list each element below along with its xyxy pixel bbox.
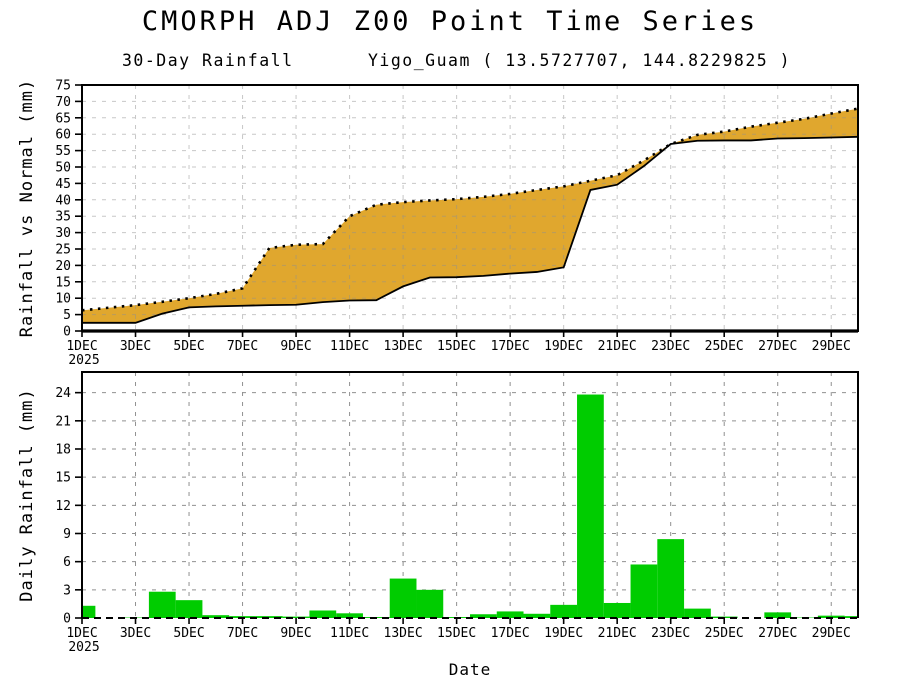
y-tick-label: 0 [63,325,71,340]
x-tick-label: 25DEC [705,626,744,641]
accumulation-gridlines [82,85,858,331]
daily-rain-bar [577,394,604,618]
x-tick-label: 3DEC [120,339,151,354]
daily-rain-bar [309,610,337,618]
x-tick-label: 29DEC [812,626,851,641]
y-tick-label: 5 [63,308,71,323]
y-tick-label: 65 [55,111,71,126]
daily-rain-bar [603,602,631,618]
daily-rain-bar [817,615,845,618]
x-tick-label: 23DEC [651,339,690,354]
x-tick-label: 1DEC [66,626,97,641]
x-tick-label: 5DEC [173,626,204,641]
y-tick-label: 0 [63,612,71,627]
x-tick-label: 7DEC [227,626,258,641]
y-tick-label: 9 [63,527,71,542]
daily-rain-bar [255,616,283,618]
rainfall-deficit-area [82,108,858,323]
x-tick-label: 15DEC [437,626,476,641]
y-tick-label: 60 [55,128,71,143]
x-tick-label: 11DEC [330,626,369,641]
x-tick-label: 23DEC [651,626,690,641]
daily-rain-bar [416,589,444,618]
daily-rain-bar [764,612,792,618]
daily-rain-bar [523,613,551,618]
daily-rain-bar [684,608,711,618]
y-tick-label: 45 [55,177,71,192]
x-tick-label: 27DEC [758,626,797,641]
x-tick-label: 9DEC [280,626,311,641]
y-tick-label: 24 [55,386,71,401]
x-tick-label: 25DEC [705,339,744,354]
daily-rain-bar [82,605,96,618]
daily-rain-bar [470,614,497,618]
x-axis-label: Date [448,660,492,679]
x-tick-label: 7DEC [227,339,258,354]
daily-frame [81,371,859,618]
x-tick-label: 15DEC [437,339,476,354]
page-title: CMORPH ADJ Z00 Point Time Series [141,6,759,37]
x-tick-label: 29DEC [812,339,851,354]
daily-rain-bar [336,613,363,618]
y-tick-label: 40 [55,193,71,208]
y-tick-label: 10 [55,292,71,307]
x-tick-label: 1DEC [66,339,97,354]
daily-rain-bar [657,539,685,618]
x-tick-label: 5DEC [173,339,204,354]
x-axis-year-label: 2025 [68,640,99,655]
normal-accumulation-dotted-line [81,107,859,312]
observed-accumulation-line [82,135,859,324]
y-tick-label: 35 [55,210,71,225]
y-tick-label: 12 [55,499,71,514]
subtitle-30-day-rainfall: 30-Day Rainfall [122,51,294,70]
y-tick-label: 70 [55,95,71,110]
x-tick-label: 17DEC [491,339,530,354]
y-tick-label: 55 [55,144,71,159]
y-tick-label: 21 [55,414,71,429]
daily-rain-bar [389,578,417,618]
y-tick-label: 15 [55,471,71,486]
daily-rain-bar [630,564,658,618]
x-tick-label: 27DEC [758,339,797,354]
x-tick-label: 13DEC [384,339,423,354]
x-tick-label: 3DEC [120,626,151,641]
y-tick-label: 3 [63,583,71,598]
y-tick-label: 75 [55,79,71,94]
x-tick-label: 11DEC [330,339,369,354]
y-tick-label: 20 [55,259,71,274]
daily-rain-bar [202,615,230,618]
daily-rain-bar [282,616,310,618]
daily-rain-bar [496,611,524,618]
daily-gridlines [82,372,858,618]
y-tick-label: 30 [55,226,71,241]
x-tick-label: 21DEC [598,626,637,641]
daily-rain-bar [550,604,578,618]
y-tick-label: 25 [55,243,71,258]
y-tick-label: 18 [55,442,71,457]
x-tick-label: 19DEC [544,626,583,641]
daily-rain-bar [148,591,176,618]
x-tick-label: 19DEC [544,339,583,354]
x-tick-label: 21DEC [598,339,637,354]
daily-rainfall-bars [82,394,858,618]
x-tick-label: 17DEC [491,626,530,641]
y-tick-label: 50 [55,161,71,176]
subtitle-station-coordinates: Yigo_Guam ( 13.5727707, 144.8229825 ) [368,51,792,70]
y-tick-label: 6 [63,555,71,570]
x-axis-year-label: 2025 [68,353,99,368]
daily-rain-bar [175,600,203,618]
x-tick-label: 9DEC [280,339,311,354]
x-tick-label: 13DEC [384,626,423,641]
y-tick-label: 15 [55,275,71,290]
